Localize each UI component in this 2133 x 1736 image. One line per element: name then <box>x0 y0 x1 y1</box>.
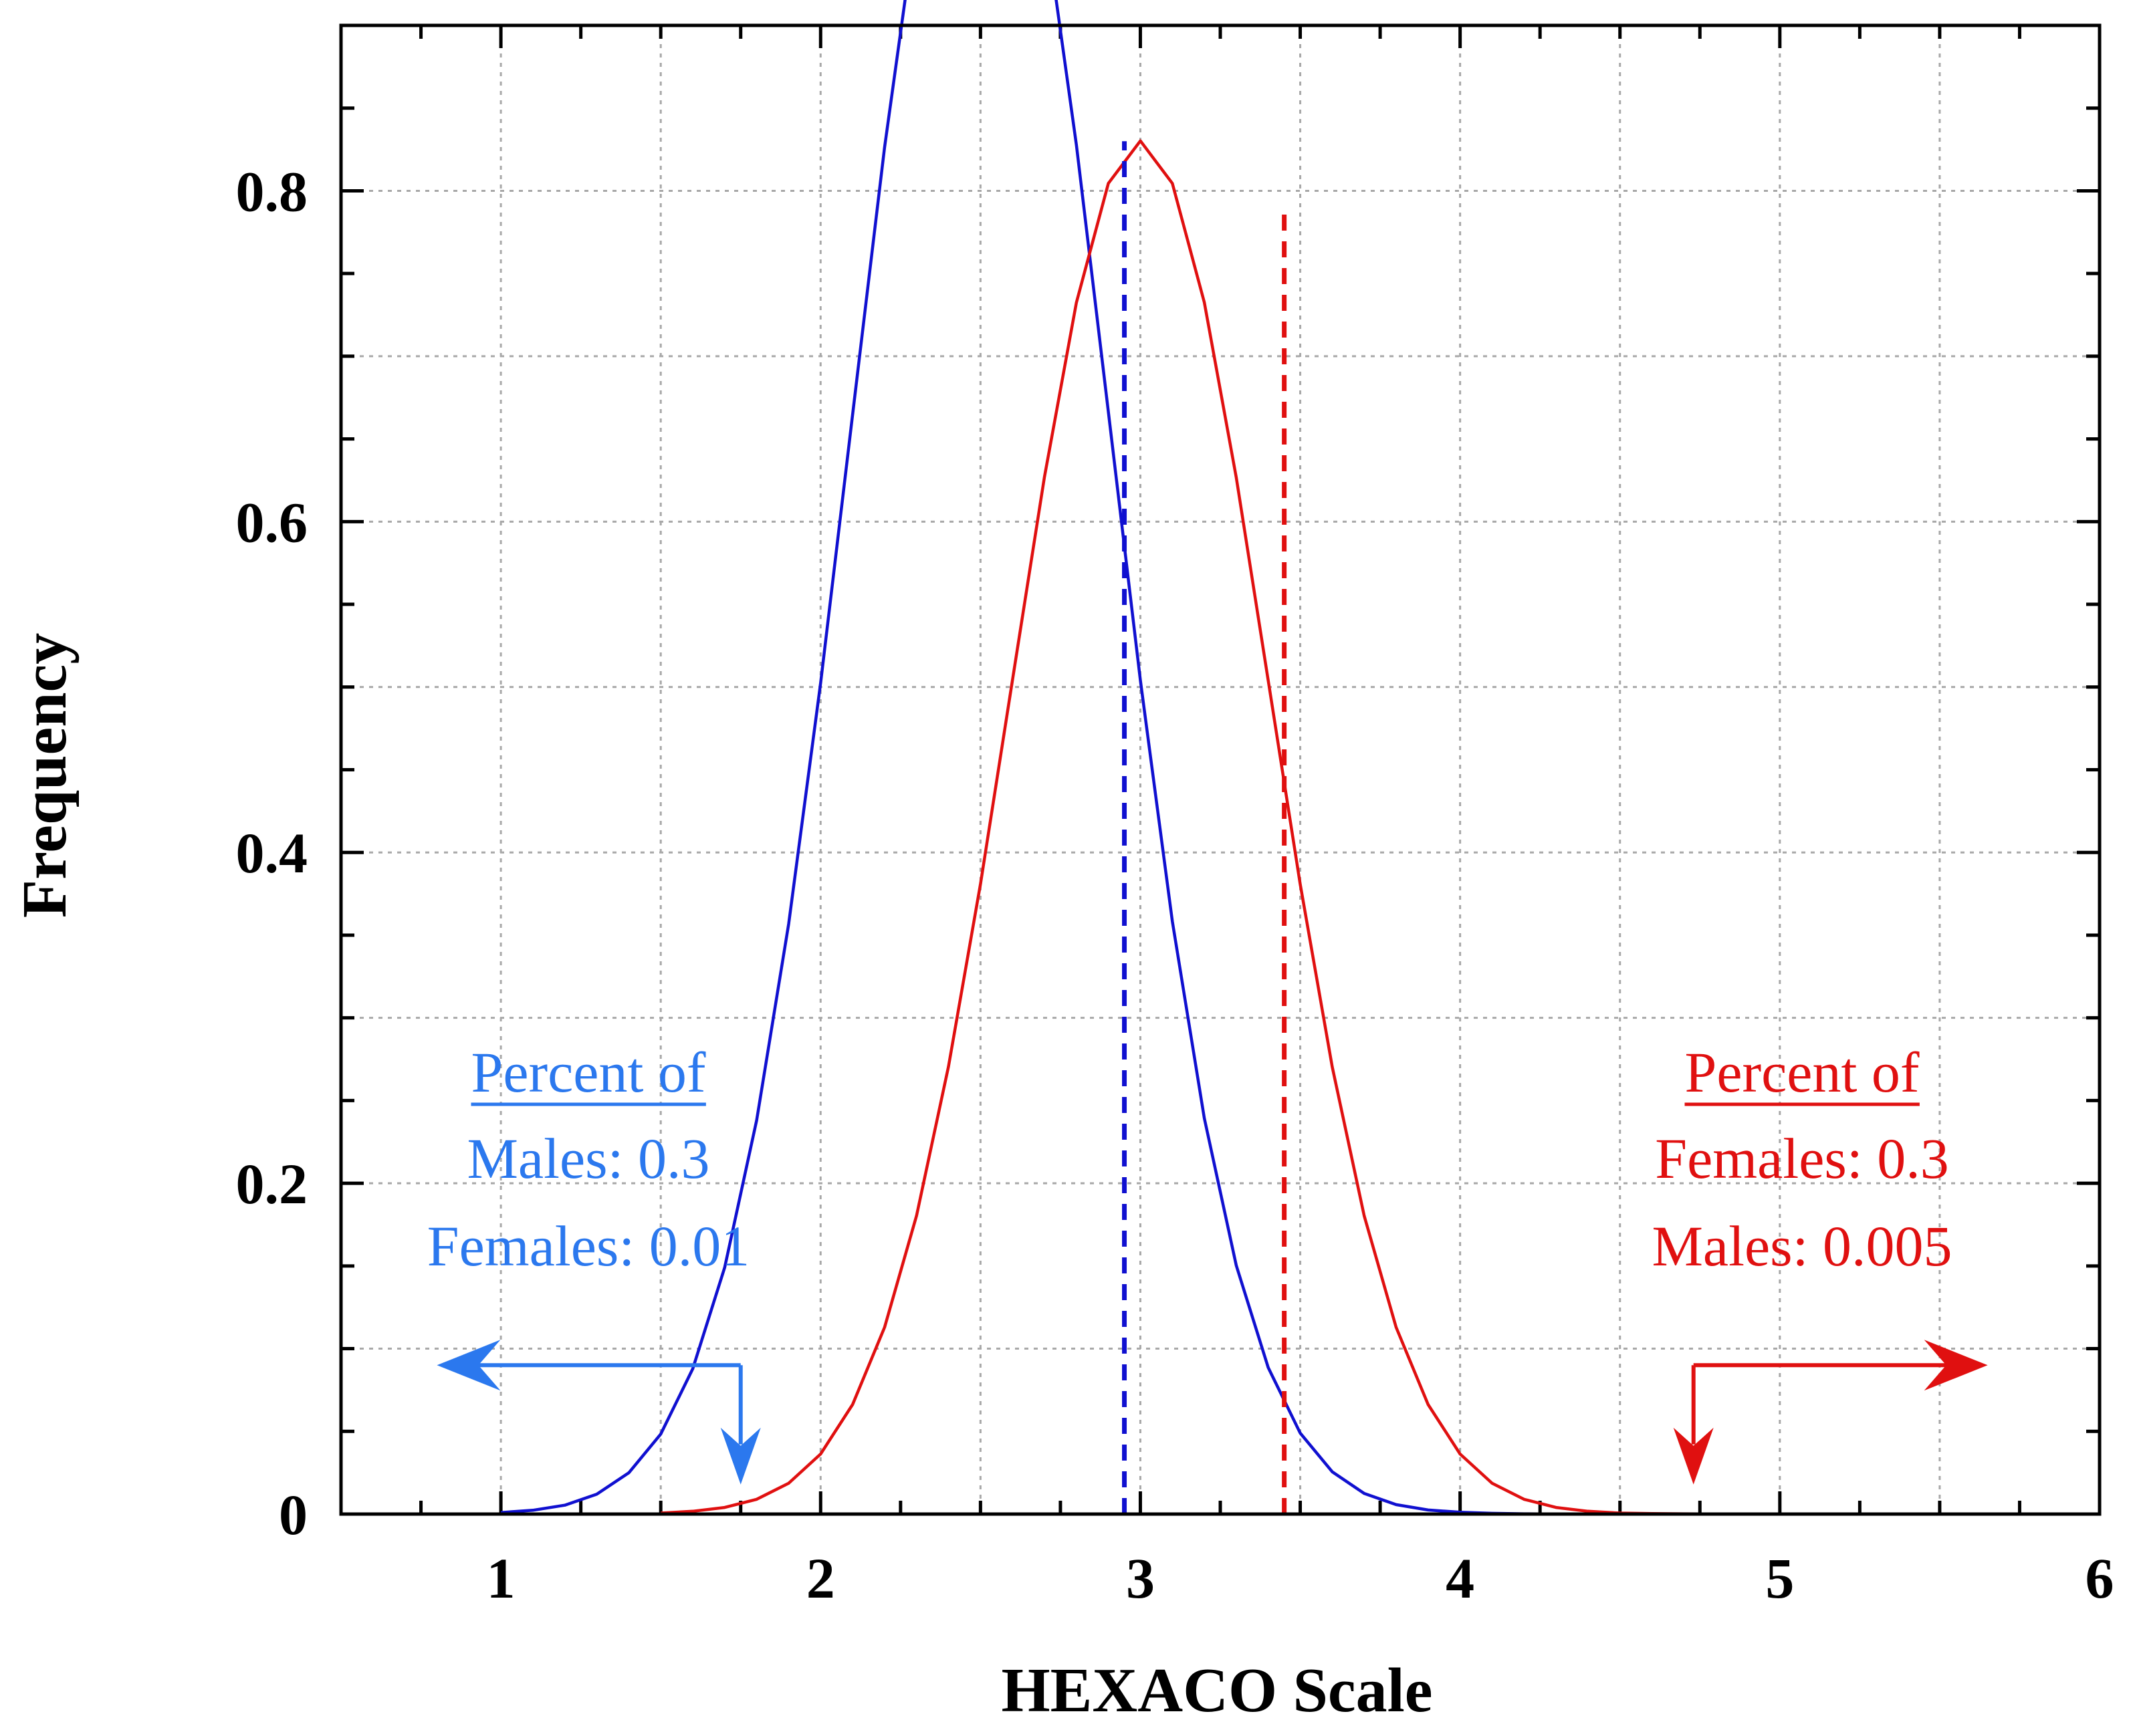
y-tick-label: 0.8 <box>236 159 308 223</box>
x-axis-label: HEXACO Scale <box>1002 1656 1433 1725</box>
mean-lines-layer <box>1122 141 1287 1514</box>
right-annotation-line2: Males: 0.005 <box>1652 1214 1952 1278</box>
left-annotation-heading: Percent of <box>471 1040 705 1104</box>
right-annotation-heading: Percent of <box>1684 1040 1919 1104</box>
plot-frame <box>339 23 2102 1516</box>
left-drop-arrowhead <box>720 1427 761 1485</box>
ticks-layer <box>339 23 2102 1514</box>
left-annotation-line1: Males: 0.3 <box>467 1126 709 1191</box>
x-tick-label: 3 <box>1126 1546 1155 1610</box>
x-tick-label: 1 <box>487 1546 516 1610</box>
y-tick-label: 0.4 <box>236 821 308 885</box>
right-drop-arrowhead <box>1673 1427 1714 1485</box>
left-arrow-head <box>437 1340 501 1391</box>
y-tick-label: 0 <box>279 1483 308 1547</box>
x-tick-label: 6 <box>2086 1546 2114 1610</box>
x-tick-label: 5 <box>1765 1546 1794 1610</box>
annotations-layer: Percent of Males: 0.3 Females: 0.01 Percent… <box>427 1040 1988 1485</box>
tick-labels-layer: 1 2 3 4 5 6 0 0.2 0.4 0.6 0.8 <box>236 159 2114 1610</box>
grid-layer <box>341 25 2100 1514</box>
right-arrow-head <box>1924 1340 1988 1391</box>
y-tick-label: 0.2 <box>236 1152 308 1216</box>
y-tick-label: 0.6 <box>236 490 308 554</box>
left-annotation-line2: Females: 0.01 <box>427 1214 750 1278</box>
series-layer <box>500 0 1940 1516</box>
x-tick-label: 2 <box>806 1546 835 1610</box>
y-axis-label: Frequency <box>10 633 80 918</box>
right-annotation-line1: Females: 0.3 <box>1655 1126 1949 1191</box>
x-tick-label: 4 <box>1446 1546 1474 1610</box>
